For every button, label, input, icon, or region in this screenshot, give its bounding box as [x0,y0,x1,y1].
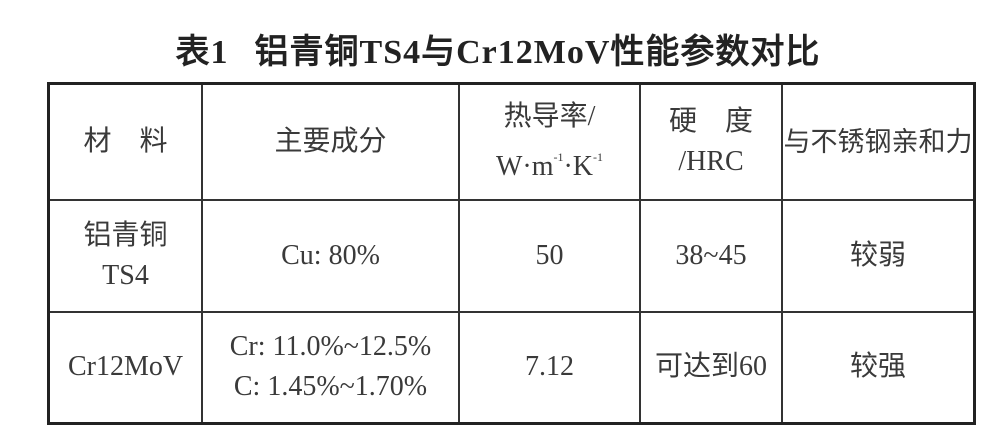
header-line: /HRC [678,145,744,177]
cell-affinity: 较弱 [781,198,976,313]
header-affinity: 与不锈钢亲和力 [781,82,976,201]
header-unit: W·m-1·K-1 [495,149,604,182]
cell-hardness: 38~45 [639,198,783,313]
header-row: 材 料 主要成分 热导率/ W·m-1·K-1 硬 度 /HRC 与不锈钢亲和力 [47,82,976,201]
cell-hardness: 可达到60 [639,310,783,425]
cell-line: TS4 [102,259,149,291]
cell-material: Cr12MoV [47,310,203,425]
table-caption: 表1 铝青铜TS4与Cr12MoV性能参数对比 [0,24,996,73]
comparison-table: 材 料 主要成分 热导率/ W·m-1·K-1 硬 度 /HRC 与不锈钢亲和力… [47,82,976,425]
cell-material: 铝青铜 TS4 [47,198,203,313]
cell-line: C: 1.45%~1.70% [233,371,428,403]
cell-thermal-conductivity: 7.12 [458,310,641,425]
cell-line: Cr: 11.0%~12.5% [229,331,432,363]
header-composition: 主要成分 [201,82,460,201]
cell-composition: Cu: 80% [201,198,460,313]
table-row: Cr12MoV Cr: 11.0%~12.5% C: 1.45%~1.70% 7… [47,310,976,425]
header-line: 热导率/ [503,100,596,132]
cell-line: 铝青铜 [83,219,168,251]
header-line: 硬 度 [668,105,753,137]
table-title: 铝青铜TS4与Cr12MoV性能参数对比 [254,34,821,71]
header-thermal-conductivity: 热导率/ W·m-1·K-1 [458,82,641,201]
cell-affinity: 较强 [781,310,976,425]
header-material: 材 料 [47,82,203,201]
table-number: 表1 [175,34,229,71]
cell-thermal-conductivity: 50 [458,198,641,313]
table-row: 铝青铜 TS4 Cu: 80% 50 38~45 较弱 [47,198,976,313]
cell-composition: Cr: 11.0%~12.5% C: 1.45%~1.70% [201,310,460,425]
header-hardness: 硬 度 /HRC [639,82,783,201]
